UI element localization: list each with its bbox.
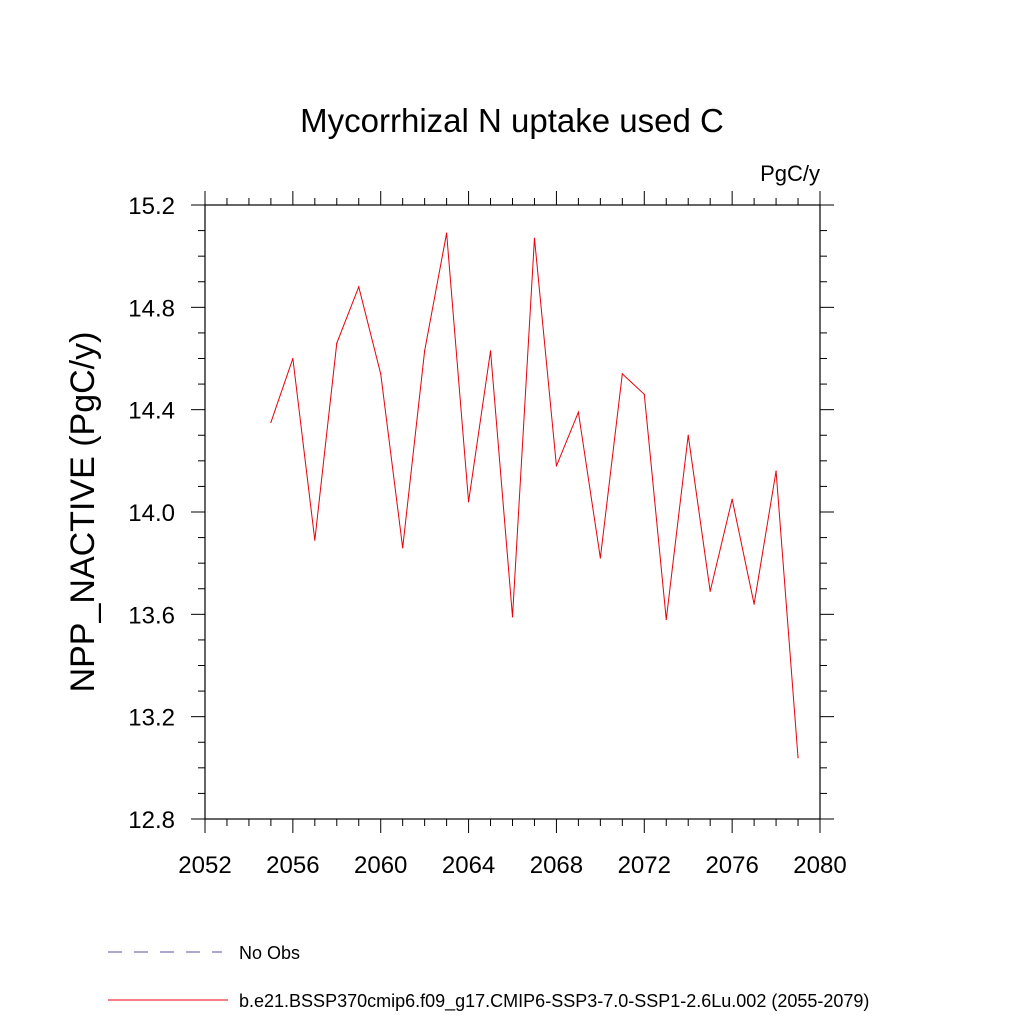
data-point (314, 539, 316, 541)
x-tick-label: 2076 (705, 852, 758, 879)
y-tick-label: 15.2 (128, 193, 175, 220)
x-tick-label: 2064 (442, 852, 495, 879)
y-tick-label: 13.6 (128, 602, 175, 629)
major-ticks (191, 191, 834, 833)
tick-labels: 2052 2056 2060 2064 2068 2072 2076 2080 12.8 13.2… (128, 193, 846, 879)
data-point (380, 373, 382, 375)
data-point (446, 232, 448, 234)
y-tick-label: 14.0 (128, 500, 175, 527)
data-point (775, 470, 777, 472)
data-point (665, 618, 667, 621)
data-point (489, 350, 492, 352)
data-point (511, 616, 514, 618)
legend-label-model-run: b.e21.BSSP370cmip6.f09_g17.CMIP6-SSP3-7.… (239, 991, 869, 1012)
legend: No Obs b.e21.BSSP370cmip6.f09_g17.CMIP6-… (108, 943, 869, 1012)
data-point (533, 237, 536, 239)
data-point (555, 465, 558, 467)
minor-ticks (198, 198, 827, 826)
x-tick-label: 2072 (618, 852, 671, 879)
x-tick-label: 2068 (530, 852, 583, 879)
data-point (358, 286, 360, 288)
series-layer (270, 232, 799, 759)
x-tick-label: 2080 (793, 852, 846, 879)
data-point (731, 498, 733, 500)
units-label: PgC/y (760, 161, 820, 186)
data-point (292, 357, 294, 360)
data-point (577, 411, 579, 413)
y-tick-label: 14.4 (128, 398, 175, 425)
data-point (797, 757, 799, 759)
y-axis-label: NPP_NACTIVE (PgC/y) (64, 332, 102, 693)
data-point (467, 501, 470, 503)
data-point (687, 434, 689, 436)
data-point (270, 421, 272, 424)
x-tick-label: 2060 (354, 852, 407, 879)
data-point (709, 590, 711, 592)
data-point (621, 373, 623, 375)
data-point (643, 393, 645, 395)
x-tick-label: 2056 (266, 852, 319, 879)
x-tick-label: 2052 (178, 852, 231, 879)
series-line (270, 233, 799, 758)
chart-title: Mycorrhizal N uptake used C (300, 102, 724, 139)
plot-frame (204, 204, 821, 820)
y-tick-label: 13.2 (128, 705, 175, 732)
legend-label-no-obs: No Obs (239, 943, 300, 963)
data-point (336, 342, 338, 344)
data-point (599, 557, 601, 559)
data-point (753, 603, 755, 605)
y-tick-label: 12.8 (128, 807, 175, 834)
data-point (424, 350, 426, 352)
data-point (402, 547, 404, 549)
y-tick-label: 14.8 (128, 295, 175, 322)
